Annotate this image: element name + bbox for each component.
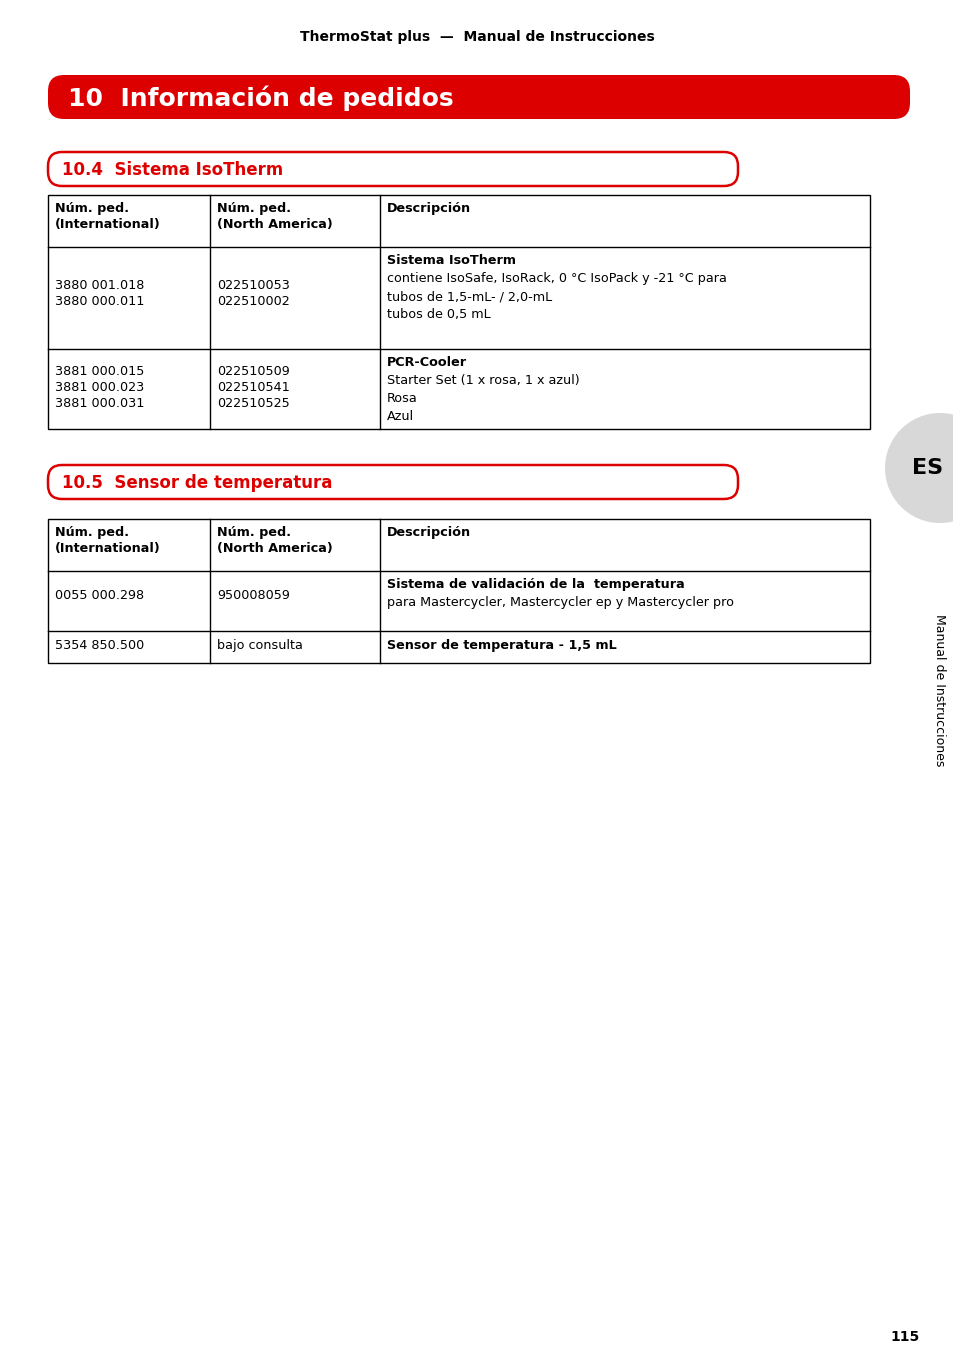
- Text: Sensor de temperatura - 1,5 mL: Sensor de temperatura - 1,5 mL: [387, 639, 616, 652]
- FancyBboxPatch shape: [48, 151, 738, 187]
- Text: Sistema IsoTherm: Sistema IsoTherm: [387, 254, 516, 266]
- Text: tubos de 1,5-mL- / 2,0-mL: tubos de 1,5-mL- / 2,0-mL: [387, 289, 552, 303]
- Text: 5354 850.500: 5354 850.500: [55, 639, 144, 652]
- Text: Núm. ped.: Núm. ped.: [55, 201, 129, 215]
- Text: Descripción: Descripción: [387, 201, 471, 215]
- Text: contiene IsoSafe, IsoRack, 0 °C IsoPack y -21 °C para: contiene IsoSafe, IsoRack, 0 °C IsoPack …: [387, 272, 726, 285]
- Text: 022510541: 022510541: [216, 381, 290, 393]
- Text: (International): (International): [55, 542, 161, 556]
- Text: (International): (International): [55, 218, 161, 231]
- Text: (North America): (North America): [216, 542, 333, 556]
- Text: para Mastercycler, Mastercycler ep y Mastercycler pro: para Mastercycler, Mastercycler ep y Mas…: [387, 596, 733, 608]
- Text: 3881 000.023: 3881 000.023: [55, 381, 144, 393]
- Circle shape: [884, 412, 953, 523]
- Text: bajo consulta: bajo consulta: [216, 639, 302, 652]
- Text: 950008059: 950008059: [216, 589, 290, 602]
- Text: Núm. ped.: Núm. ped.: [216, 201, 291, 215]
- Text: 3881 000.015: 3881 000.015: [55, 365, 144, 379]
- Text: 3880 000.011: 3880 000.011: [55, 295, 144, 308]
- Text: tubos de 0,5 mL: tubos de 0,5 mL: [387, 308, 490, 320]
- Text: Starter Set (1 x rosa, 1 x azul): Starter Set (1 x rosa, 1 x azul): [387, 375, 579, 387]
- FancyBboxPatch shape: [48, 74, 909, 119]
- Bar: [48, 519, 869, 662]
- Text: Núm. ped.: Núm. ped.: [216, 526, 291, 539]
- Text: Manual de Instrucciones: Manual de Instrucciones: [933, 614, 945, 767]
- Text: 10.4  Sistema IsoTherm: 10.4 Sistema IsoTherm: [62, 161, 283, 178]
- Text: Núm. ped.: Núm. ped.: [55, 526, 129, 539]
- Text: 022510509: 022510509: [216, 365, 290, 379]
- Bar: [48, 195, 869, 429]
- Text: 115: 115: [889, 1330, 919, 1344]
- Text: 10  Información de pedidos: 10 Información de pedidos: [68, 85, 453, 111]
- Text: 3881 000.031: 3881 000.031: [55, 397, 144, 410]
- FancyBboxPatch shape: [48, 465, 738, 499]
- Text: 0055 000.298: 0055 000.298: [55, 589, 144, 602]
- Text: 3880 001.018: 3880 001.018: [55, 279, 144, 292]
- Text: Descripción: Descripción: [387, 526, 471, 539]
- Text: Rosa: Rosa: [387, 392, 417, 406]
- Text: 022510053: 022510053: [216, 279, 290, 292]
- Text: ES: ES: [911, 458, 943, 479]
- Text: PCR-Cooler: PCR-Cooler: [387, 356, 467, 369]
- Text: 022510002: 022510002: [216, 295, 290, 308]
- Text: (North America): (North America): [216, 218, 333, 231]
- Text: Sistema de validación de la  temperatura: Sistema de validación de la temperatura: [387, 579, 684, 591]
- Text: Azul: Azul: [387, 410, 414, 423]
- Text: ThermoStat plus  —  Manual de Instrucciones: ThermoStat plus — Manual de Instruccione…: [299, 30, 654, 45]
- Text: 10.5  Sensor de temperatura: 10.5 Sensor de temperatura: [62, 475, 332, 492]
- Text: 022510525: 022510525: [216, 397, 290, 410]
